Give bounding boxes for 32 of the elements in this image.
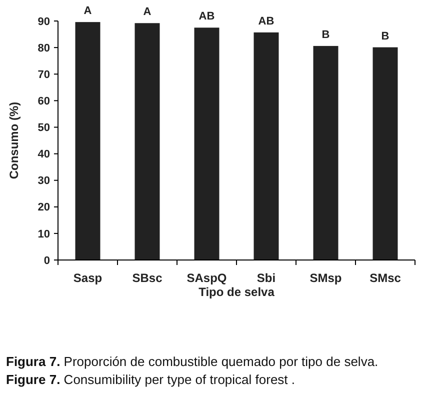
- bar: [75, 22, 100, 260]
- bar: [254, 32, 279, 260]
- y-axis-title: Consumo (%): [7, 102, 21, 180]
- x-axis-title: Tipo de selva: [198, 285, 275, 299]
- y-tick-label: 50: [38, 122, 50, 134]
- annotation: A: [84, 5, 92, 18]
- y-tick-label: 70: [38, 68, 50, 81]
- bar: [372, 47, 398, 260]
- x-tick-label: SMsc: [370, 271, 402, 285]
- y-tick-label: 10: [38, 228, 50, 240]
- annotation: AB: [198, 10, 215, 23]
- x-tick-label: SMsp: [310, 271, 342, 285]
- x-tick-label: SBsc: [132, 271, 163, 285]
- y-tick-label: 80: [38, 42, 50, 54]
- x-tick-label: Sasp: [73, 271, 102, 285]
- y-tick-label: 0: [44, 254, 50, 267]
- bar: [194, 28, 220, 260]
- annotation: B: [381, 30, 390, 42]
- y-tick-label: 90: [38, 16, 50, 28]
- text: Figura 7. Proporción de combustible quemado por tipo de selva.: [6, 354, 378, 369]
- y-tick-label: 20: [38, 202, 50, 214]
- annotation: B: [322, 28, 330, 41]
- x-tick-label: Sbi: [256, 271, 276, 285]
- bar: [134, 23, 160, 260]
- y-tick-label: 40: [38, 148, 50, 161]
- caption: Figure 7. Consumibility per type of tropical forest .: [6, 372, 296, 387]
- y-tick-label: 60: [38, 96, 50, 108]
- annotation: A: [143, 6, 152, 18]
- y-tick-label: 30: [38, 175, 50, 188]
- x-tick-label: SAspQ: [186, 271, 227, 285]
- annotation: AB: [258, 15, 274, 28]
- bar: [313, 46, 338, 260]
